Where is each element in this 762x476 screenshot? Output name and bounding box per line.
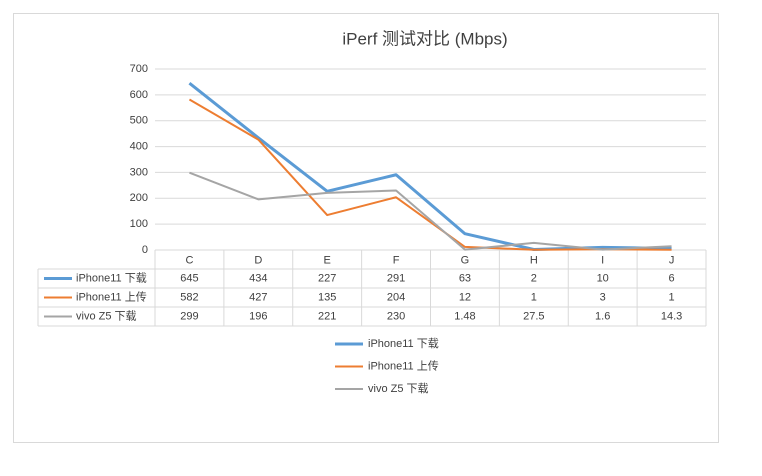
table-cell: 10	[597, 272, 609, 284]
table-cell: 14.3	[661, 310, 682, 322]
table-cell: 135	[318, 291, 336, 303]
y-tick-label: 500	[130, 115, 148, 127]
y-tick-label: 100	[130, 218, 148, 230]
y-tick-label: 0	[142, 244, 148, 256]
legend-label: vivo Z5 下载	[368, 382, 429, 395]
x-tick-label: J	[669, 254, 675, 266]
y-tick-label: 400	[130, 140, 148, 152]
table-cell: 196	[249, 310, 267, 322]
table-cell: 299	[180, 310, 198, 322]
y-tick-label: 200	[130, 192, 148, 204]
x-tick-label: D	[254, 254, 262, 266]
x-tick-label: I	[601, 254, 604, 266]
table-cell: 291	[387, 272, 405, 284]
table-cell: 221	[318, 310, 336, 322]
table-cell: 227	[318, 272, 336, 284]
y-tick-label: 600	[130, 89, 148, 101]
table-series-name: iPhone11 下载	[76, 271, 147, 284]
table-cell: 1	[669, 291, 675, 303]
table-cell: 12	[459, 291, 471, 303]
table-cell: 230	[387, 310, 405, 322]
table-cell: 582	[180, 291, 198, 303]
x-tick-label: E	[324, 254, 331, 266]
table-cell: 1	[531, 291, 537, 303]
chart-frame	[13, 13, 719, 443]
y-tick-label: 700	[130, 63, 148, 75]
x-tick-label: C	[185, 254, 193, 266]
table-cell: 2	[531, 272, 537, 284]
legend-label: iPhone11 下载	[368, 337, 439, 350]
table-cell: 427	[249, 291, 267, 303]
table-cell: 27.5	[523, 310, 544, 322]
table-cell: 63	[459, 272, 471, 284]
table-cell: 434	[249, 272, 267, 284]
table-cell: 645	[180, 272, 198, 284]
table-series-name: iPhone11 上传	[76, 290, 147, 303]
table-cell: 6	[669, 272, 675, 284]
legend-label: iPhone11 上传	[368, 359, 439, 372]
x-tick-label: H	[530, 254, 538, 266]
y-tick-label: 300	[130, 166, 148, 178]
series-line	[189, 171, 672, 251]
chart-title: iPerf 测试对比 (Mbps)	[342, 29, 507, 48]
table-cell: 1.48	[454, 310, 475, 322]
table-series-name: vivo Z5 下载	[76, 309, 137, 322]
table-cell: 3	[600, 291, 606, 303]
x-tick-label: G	[461, 254, 470, 266]
x-tick-label: F	[393, 254, 400, 266]
table-cell: 1.6	[595, 310, 610, 322]
table-cell: 204	[387, 291, 405, 303]
